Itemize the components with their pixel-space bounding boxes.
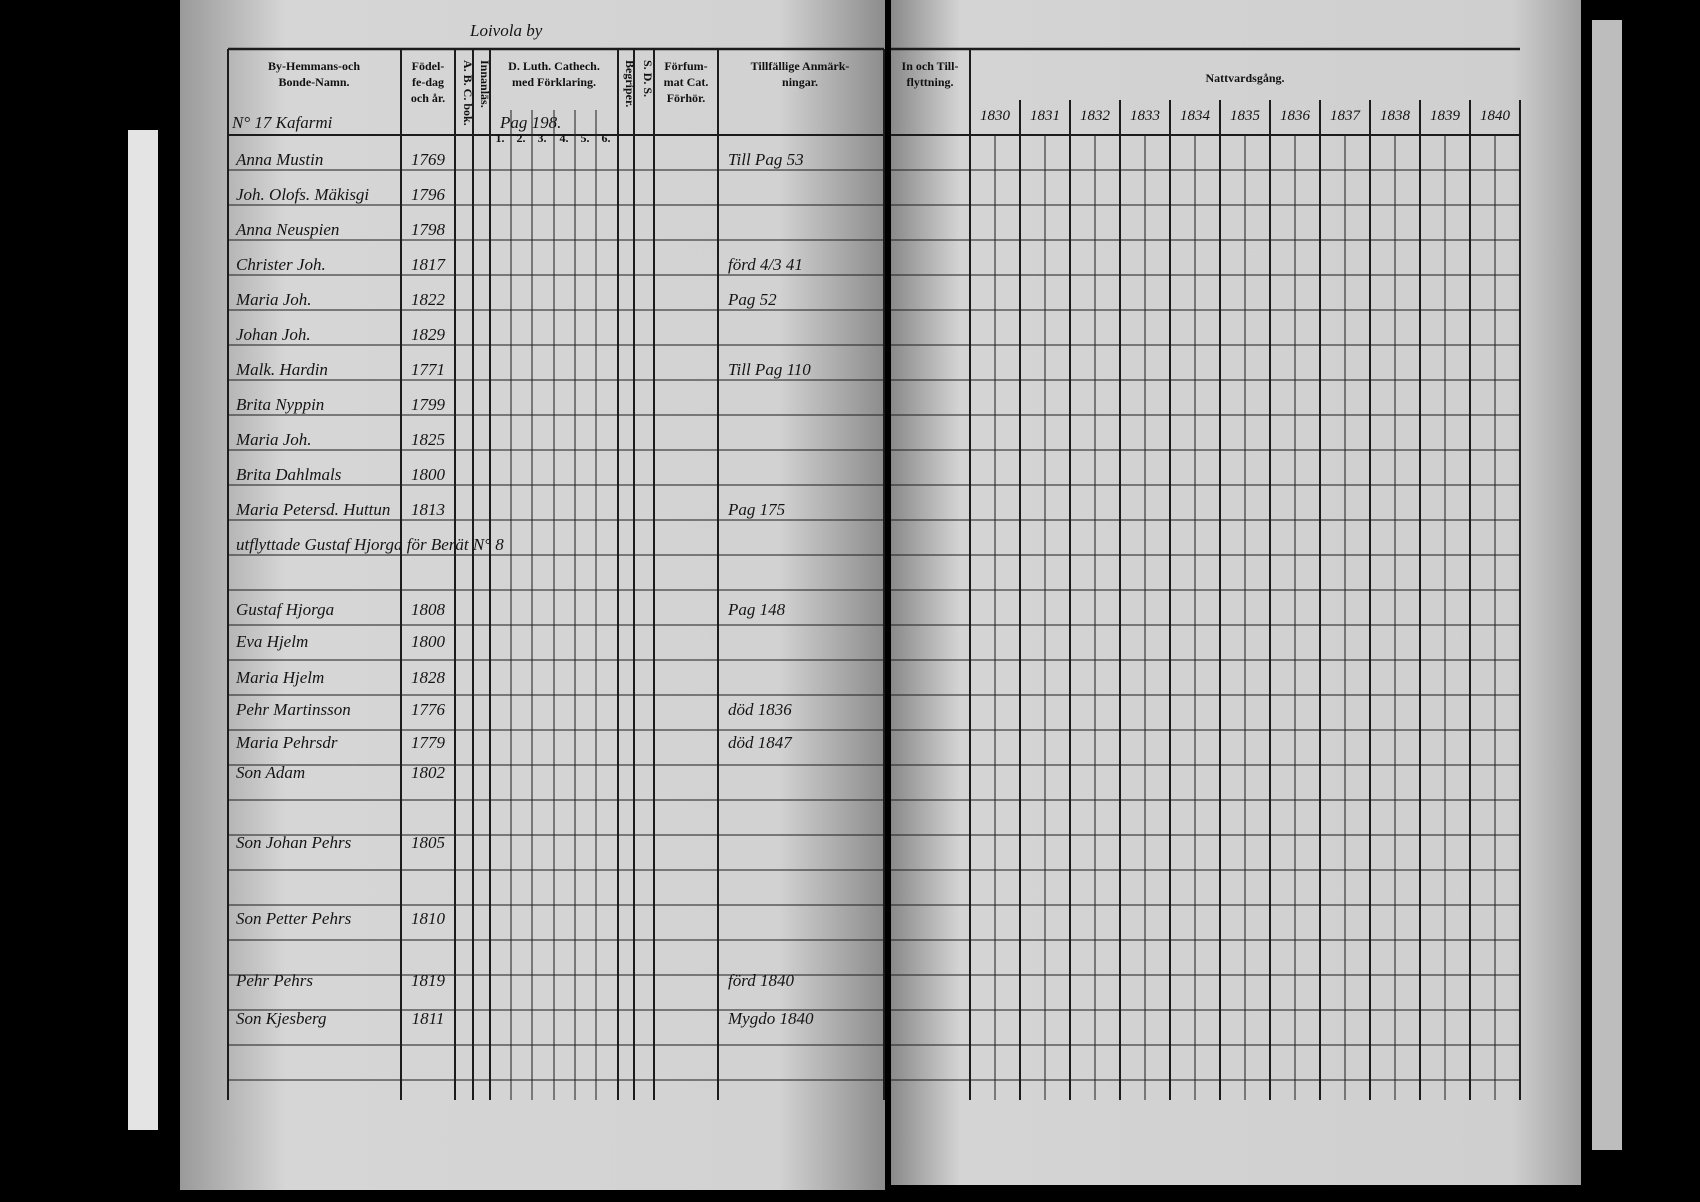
right-edge	[1592, 20, 1622, 1150]
entry-name: Malk. Hardin	[235, 360, 328, 379]
entry-note: Till Pag 53	[728, 150, 804, 169]
entry-born: 1798	[411, 220, 446, 239]
entry-name: Son Kjesberg	[236, 1009, 327, 1028]
catechism-part: 5.	[581, 131, 590, 145]
entry-note: Pag 175	[727, 500, 785, 519]
entry-note: Pag 148	[727, 600, 786, 619]
entry-name: Son Petter Pehrs	[236, 909, 352, 928]
column-header: Innanläs.	[478, 60, 492, 108]
entry-note: förd 1840	[728, 971, 794, 990]
entry-born: 1810	[411, 909, 446, 928]
entry-born: 1825	[411, 430, 445, 449]
entry-name: utflyttade Gustaf Hjorga för Berät N° 8	[236, 535, 504, 554]
entry-name: Maria Hjelm	[235, 668, 324, 687]
entry-born: 1813	[411, 500, 445, 519]
entry-name: Gustaf Hjorga	[236, 600, 334, 619]
entry-name: Son Johan Pehrs	[236, 833, 352, 852]
catechism-part: 1.	[496, 131, 505, 145]
catechism-part: 3.	[538, 131, 547, 145]
column-header: Begriper.	[623, 60, 637, 107]
column-header: mat Cat.	[664, 75, 709, 89]
right-page	[891, 0, 1581, 1185]
column-header: Förfum-	[664, 59, 707, 73]
entry-note: Pag 52	[727, 290, 777, 309]
year: 1837	[1330, 108, 1362, 124]
entry-born: 1800	[411, 632, 446, 651]
entry-born: 1829	[411, 325, 446, 344]
column-header: Tillfällige Anmärk-	[751, 59, 850, 73]
column-header: A. B. C. bok.	[461, 60, 475, 126]
entry-born: 1802	[411, 763, 446, 782]
entry-name: Maria Joh.	[235, 290, 312, 309]
entry-born: 1769	[411, 150, 446, 169]
column-header: By-Hemmans-och	[268, 59, 360, 73]
year: 1831	[1030, 108, 1060, 124]
column-header: In och Till-	[902, 59, 959, 73]
column-header: med Förklaring.	[512, 75, 596, 89]
entry-name: Maria Petersd. Huttun	[235, 500, 390, 519]
entry-name: Brita Nyppin	[236, 395, 324, 414]
entry-born: 1796	[411, 185, 446, 204]
entry-name: Anna Mustin	[235, 150, 323, 169]
column-header: flyttning.	[906, 75, 953, 89]
column-header: Förhör.	[667, 91, 706, 105]
column-header: och år.	[411, 91, 445, 105]
entry-born: 1817	[411, 255, 447, 274]
entry-name: Son Adam	[236, 763, 305, 782]
entry-born: 1828	[411, 668, 446, 687]
entry-name: Christer Joh.	[236, 255, 326, 274]
entry-name: Eva Hjelm	[235, 632, 308, 651]
entry-note: död 1836	[728, 700, 792, 719]
column-header: D. Luth. Cathech.	[508, 59, 600, 73]
column-header: ningar.	[782, 75, 818, 89]
entry-name: Pehr Martinsson	[235, 700, 351, 719]
entry-name: Joh. Olofs. Mäkisgi	[236, 185, 369, 204]
entry-name: Brita Dahlmals	[236, 465, 342, 484]
year: 1838	[1380, 108, 1411, 124]
catechism-part: 6.	[602, 131, 611, 145]
entry-born: 1811	[412, 1009, 445, 1028]
page-ref: Pag 198.	[499, 113, 561, 132]
column-header: fe-dag	[412, 75, 444, 89]
entry-note: död 1847	[728, 733, 793, 752]
entry-name: Anna Neuspien	[235, 220, 339, 239]
entry-born: 1819	[411, 971, 446, 990]
entry-note: Till Pag 110	[728, 360, 811, 379]
column-header: Bonde-Namn.	[278, 75, 349, 89]
column-header: Nattvardsgång.	[1205, 71, 1284, 85]
page-edge	[128, 130, 158, 1130]
column-header: Födel-	[412, 59, 445, 73]
column-header: S. D. S.	[641, 60, 655, 97]
catechism-part: 4.	[560, 131, 569, 145]
entry-name: Maria Joh.	[235, 430, 312, 449]
year: 1834	[1180, 108, 1211, 124]
entry-born: 1808	[411, 600, 446, 619]
entry-name: Maria Pehrsdr	[235, 733, 338, 752]
entry-born: 1805	[411, 833, 445, 852]
entry-name: Johan Joh.	[236, 325, 311, 344]
year: 1833	[1130, 108, 1160, 124]
year: 1836	[1280, 108, 1311, 124]
year: 1840	[1480, 108, 1511, 124]
year: 1830	[980, 108, 1011, 124]
year: 1835	[1230, 108, 1261, 124]
entry-note: förd 4/3 41	[728, 255, 803, 274]
catechism-part: 2.	[517, 131, 526, 145]
entry-born: 1776	[411, 700, 446, 719]
year: 1832	[1080, 108, 1111, 124]
entry-born: 1799	[411, 395, 446, 414]
entry-name: Pehr Pehrs	[235, 971, 313, 990]
entry-born: 1800	[411, 465, 446, 484]
entry-born: 1771	[411, 360, 445, 379]
entry-born: 1822	[411, 290, 446, 309]
parish-name: Loivola by	[469, 21, 543, 40]
entry-note: Mygdo 1840	[727, 1009, 814, 1028]
farm-name: N° 17 Kafarmi	[231, 113, 333, 132]
entry-born: 1779	[411, 733, 446, 752]
year: 1839	[1430, 108, 1461, 124]
